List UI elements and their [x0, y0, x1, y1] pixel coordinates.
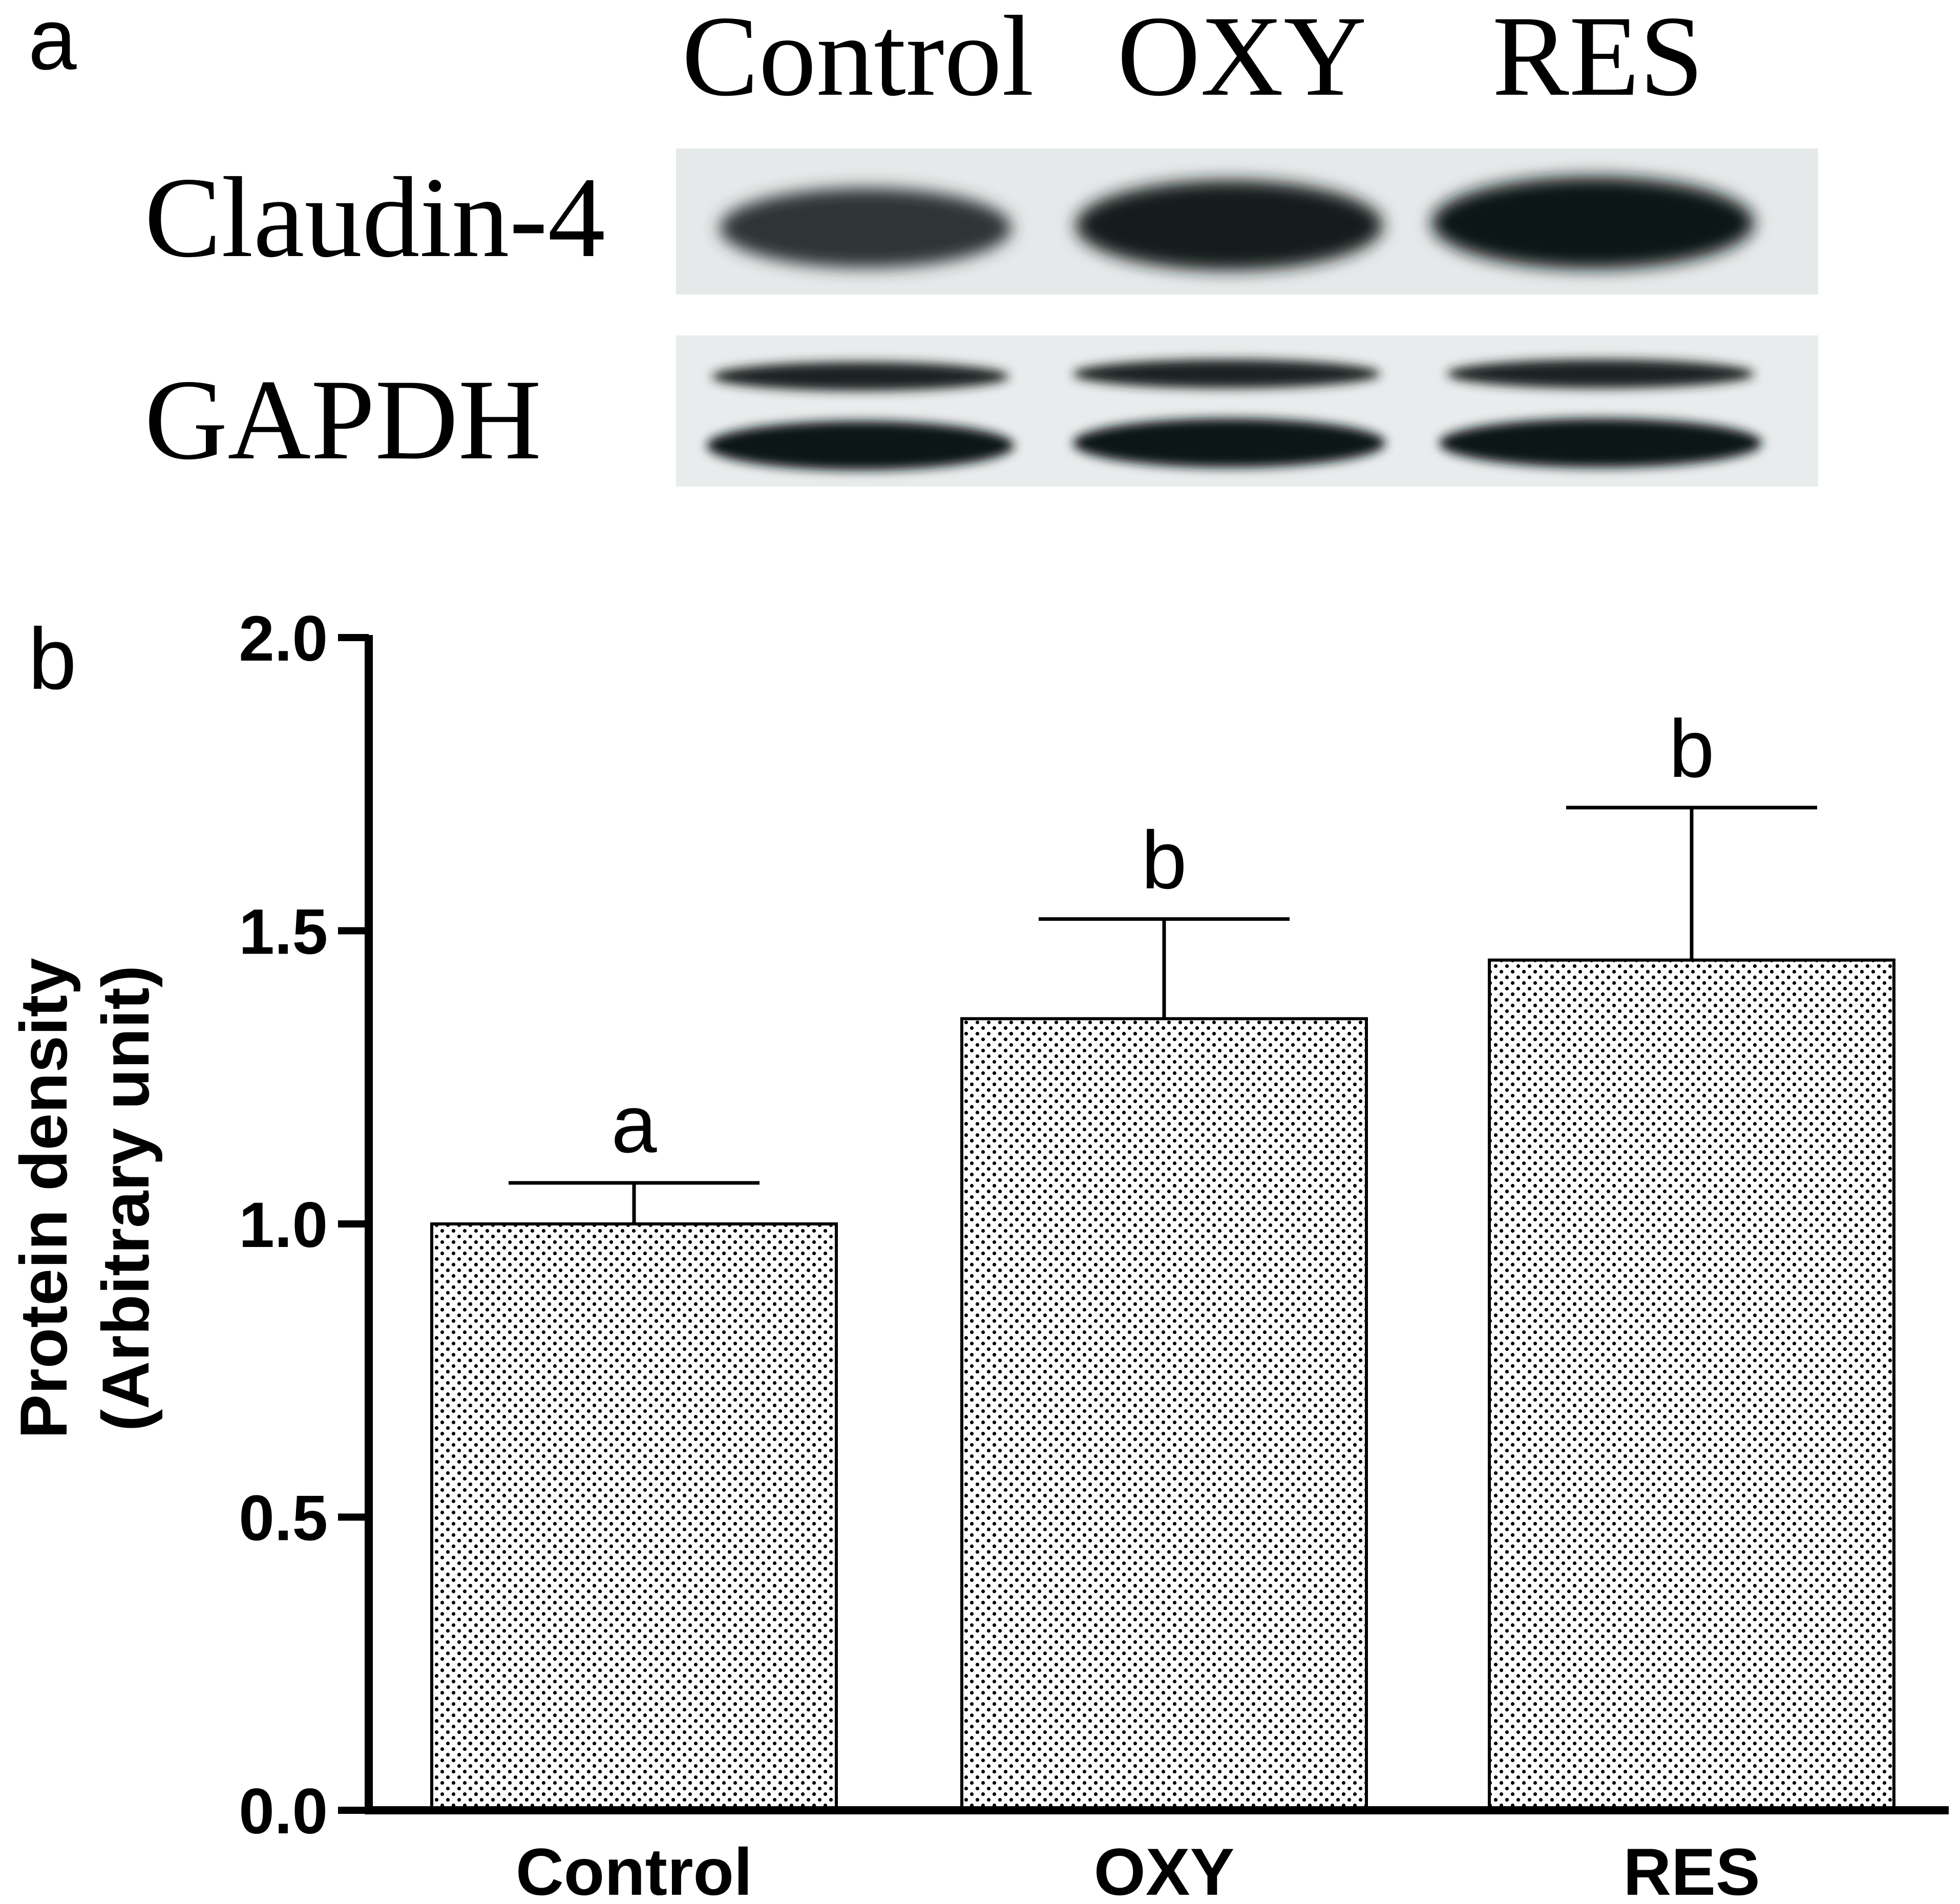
gapdh-upper-band-res [1447, 359, 1754, 388]
row-label-claudin4: Claudin-4 [144, 153, 605, 281]
row-label-gapdh: GAPDH [144, 355, 541, 483]
claudin4-blot [676, 149, 1818, 294]
y-tick-label: 2.0 [239, 603, 328, 674]
gapdh-blot [676, 335, 1818, 486]
y-tick-label: 0.5 [239, 1483, 328, 1554]
gapdh-upper-band-oxy [1073, 359, 1380, 388]
y-tick-label: 1.5 [239, 897, 328, 968]
lane-label-control: Control [682, 0, 1034, 120]
claudin4-band-control [720, 188, 1011, 268]
significance-labels: a b b [612, 703, 1715, 1170]
bars [430, 958, 1895, 1812]
y-tick-label: 1.0 [239, 1190, 328, 1261]
y-axis-ticks: 0.0 0.5 1.0 1.5 2.0 [239, 603, 369, 1847]
bar-oxy [960, 1017, 1368, 1812]
gapdh-lower-band-res [1439, 418, 1762, 468]
panel-b: b Protein density (Arbitrary unit) a b b 0… [6, 603, 1949, 1904]
gapdh-lower-band-oxy [1073, 418, 1385, 468]
x-tick-label-control: Control [516, 1834, 752, 1904]
significance-label-oxy: b [1142, 814, 1187, 906]
significance-label-res: b [1669, 703, 1715, 794]
claudin4-band-oxy [1076, 180, 1383, 270]
x-tick-label-res: RES [1623, 1834, 1760, 1904]
bar-control [430, 1222, 838, 1812]
bar-res [1488, 958, 1895, 1812]
gapdh-upper-band-control [712, 362, 1009, 391]
lane-label-oxy: OXY [1117, 0, 1366, 120]
panel-a-letter: a [28, 0, 77, 88]
error-bars [509, 806, 1817, 1224]
y-axis-title-line2: (Arbitrary unit) [88, 965, 163, 1431]
claudin4-band-res [1431, 177, 1754, 269]
x-axis-labels: Control OXY RES [516, 1834, 1760, 1904]
y-axis-title: Protein density (Arbitrary unit) [6, 958, 163, 1438]
significance-label-control: a [612, 1078, 657, 1170]
y-tick-label: 0.0 [239, 1776, 328, 1847]
gapdh-lower-band-control [707, 421, 1014, 470]
panel-a: a Control OXY RES Claudin-4 GAPDH [28, 0, 1818, 486]
y-axis-title-line1: Protein density [6, 958, 81, 1438]
x-tick-label-oxy: OXY [1094, 1834, 1235, 1904]
panel-b-letter: b [28, 610, 77, 708]
lane-label-res: RES [1492, 0, 1704, 120]
